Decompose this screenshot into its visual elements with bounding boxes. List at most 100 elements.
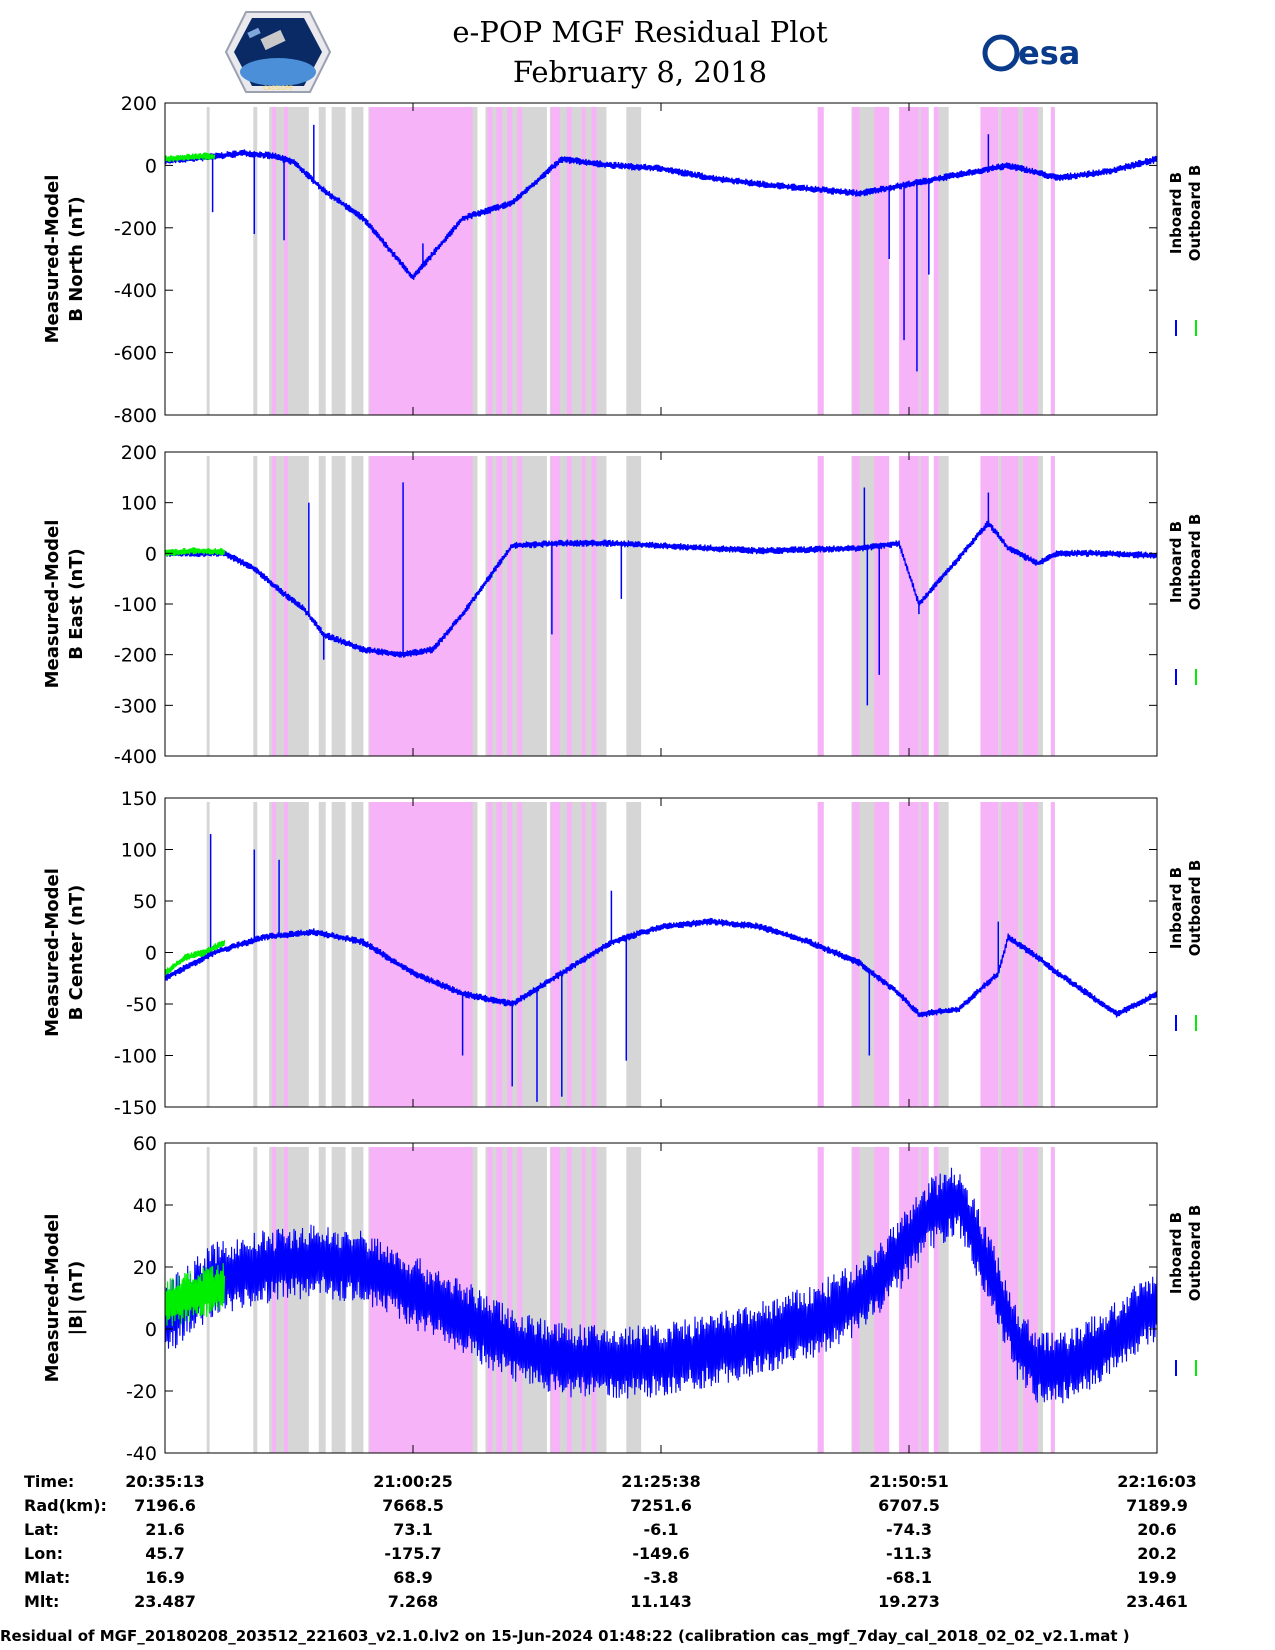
pink-band [1001, 456, 1019, 756]
y-axis-label: B East (nT) [66, 548, 87, 660]
pink-band [566, 802, 572, 1107]
ephemeris-value: 7189.9 [1126, 1496, 1188, 1515]
pink-band [496, 1147, 503, 1453]
ephemeris-value: 21.6 [145, 1520, 184, 1539]
pink-band [1050, 802, 1055, 1107]
pink-band [920, 802, 928, 1107]
ephemeris-value: 21:00:25 [373, 1472, 453, 1491]
ephemeris-label: Mlt: [24, 1592, 59, 1611]
pink-band [1023, 107, 1038, 415]
pink-band [1023, 456, 1038, 756]
panel-2: 200 100 0 -100 -200 -300 -400 Measured-Model B E… [42, 442, 1204, 768]
legend-inboard: Inboard B [1167, 172, 1185, 254]
inboard-series-line [164, 1167, 1158, 1404]
inboard-series-line [164, 519, 1158, 658]
gray-band [938, 802, 949, 1107]
gray-band [318, 802, 326, 1107]
chart-title: e-POP MGF Residual Plot [452, 15, 828, 49]
badge-text: CASSIOPE [263, 85, 293, 92]
pink-band [566, 456, 572, 756]
pink-band [507, 1147, 513, 1453]
pink-band [852, 802, 860, 1107]
gray-band [938, 456, 949, 756]
pink-band [591, 1147, 597, 1453]
y-tick-label: 200 [121, 442, 157, 464]
ephemeris-label: Lat: [24, 1520, 59, 1539]
ephemeris-value: 23.487 [134, 1592, 196, 1611]
pink-band [581, 456, 586, 756]
ephemeris-value: 21:25:38 [621, 1472, 701, 1491]
gray-band [938, 107, 949, 415]
y-axis-label: Measured-Model [42, 520, 63, 689]
y-tick-label: 20 [133, 1257, 157, 1279]
panel-3: 150 100 50 0 -50 -100 -150 Measured-Model B Cent… [42, 788, 1204, 1119]
pink-band [933, 1147, 939, 1453]
y-tick-label: 0 [145, 943, 157, 965]
panel-1: 200 0 -200 -400 -600 -800 Measured-Model B Nort… [42, 93, 1204, 427]
pink-band [507, 802, 513, 1107]
pink-band [272, 1147, 277, 1453]
y-axis-label: Measured-Model [42, 1214, 63, 1383]
pink-band [980, 802, 999, 1107]
ephemeris-value: 20:35:13 [125, 1472, 205, 1491]
pink-band [1050, 107, 1055, 415]
pink-band [507, 456, 513, 756]
legend-outboard: Outboard B [1186, 165, 1204, 262]
esa-logo: esa [982, 34, 1080, 72]
pink-band [272, 456, 277, 756]
gray-band [626, 456, 642, 756]
pink-band [517, 1147, 523, 1453]
ephemeris-value: 7251.6 [630, 1496, 692, 1515]
legend-inboard: Inboard B [1167, 867, 1185, 949]
gray-band [351, 1147, 364, 1453]
y-tick-label: 150 [121, 788, 157, 810]
ephemeris-value: -3.8 [644, 1568, 679, 1587]
ephemeris-value: 19.273 [878, 1592, 940, 1611]
ephemeris-value: 73.1 [393, 1520, 432, 1539]
gray-band [331, 1147, 346, 1453]
pink-band [899, 1147, 919, 1453]
gray-band [351, 802, 364, 1107]
footer-caption: Residual of MGF_20180208_203512_221603_v… [0, 1627, 1130, 1645]
y-tick-label: 60 [133, 1133, 157, 1155]
y-tick-label: -200 [114, 218, 157, 240]
gray-band [331, 802, 346, 1107]
y-tick-label: 200 [121, 93, 157, 115]
ephemeris-value: 23.461 [1126, 1592, 1188, 1611]
y-tick-label: -400 [114, 746, 157, 768]
gray-band [351, 456, 364, 756]
y-tick-label: -150 [114, 1097, 157, 1119]
y-tick-label: 100 [121, 493, 157, 515]
pink-band [517, 107, 523, 415]
y-tick-label: -20 [126, 1381, 157, 1403]
outboard-series-line [164, 152, 216, 162]
y-axis-label: Measured-Model [42, 868, 63, 1037]
gray-band [253, 456, 258, 756]
legend-outboard: Outboard B [1186, 514, 1204, 611]
pink-band [369, 456, 473, 756]
pink-band [933, 456, 939, 756]
pink-band [980, 1147, 999, 1453]
y-tick-label: 0 [145, 1319, 157, 1341]
gray-band [485, 1147, 547, 1453]
gray-band [485, 456, 547, 756]
pink-band [550, 107, 560, 415]
outboard-series-line [164, 940, 226, 975]
pink-band [920, 107, 928, 415]
y-tick-label: -100 [114, 594, 157, 616]
panel-4: 60 40 20 0 -20 -40 Measured-Model |B| (nT) Inboa… [42, 1133, 1204, 1465]
pink-band [591, 456, 597, 756]
pink-band [874, 456, 890, 756]
ephemeris-value: 22:16:03 [1117, 1472, 1197, 1491]
ephemeris-value: 19.9 [1137, 1568, 1176, 1587]
pink-band [272, 802, 277, 1107]
y-axis-label: B Center (nT) [66, 885, 87, 1021]
pink-band [874, 802, 890, 1107]
legend-inboard: Inboard B [1167, 521, 1185, 603]
y-tick-label: 40 [133, 1195, 157, 1217]
y-tick-label: -800 [114, 405, 157, 427]
y-tick-label: -100 [114, 1046, 157, 1068]
pink-band [874, 107, 890, 415]
pink-band [591, 107, 597, 415]
